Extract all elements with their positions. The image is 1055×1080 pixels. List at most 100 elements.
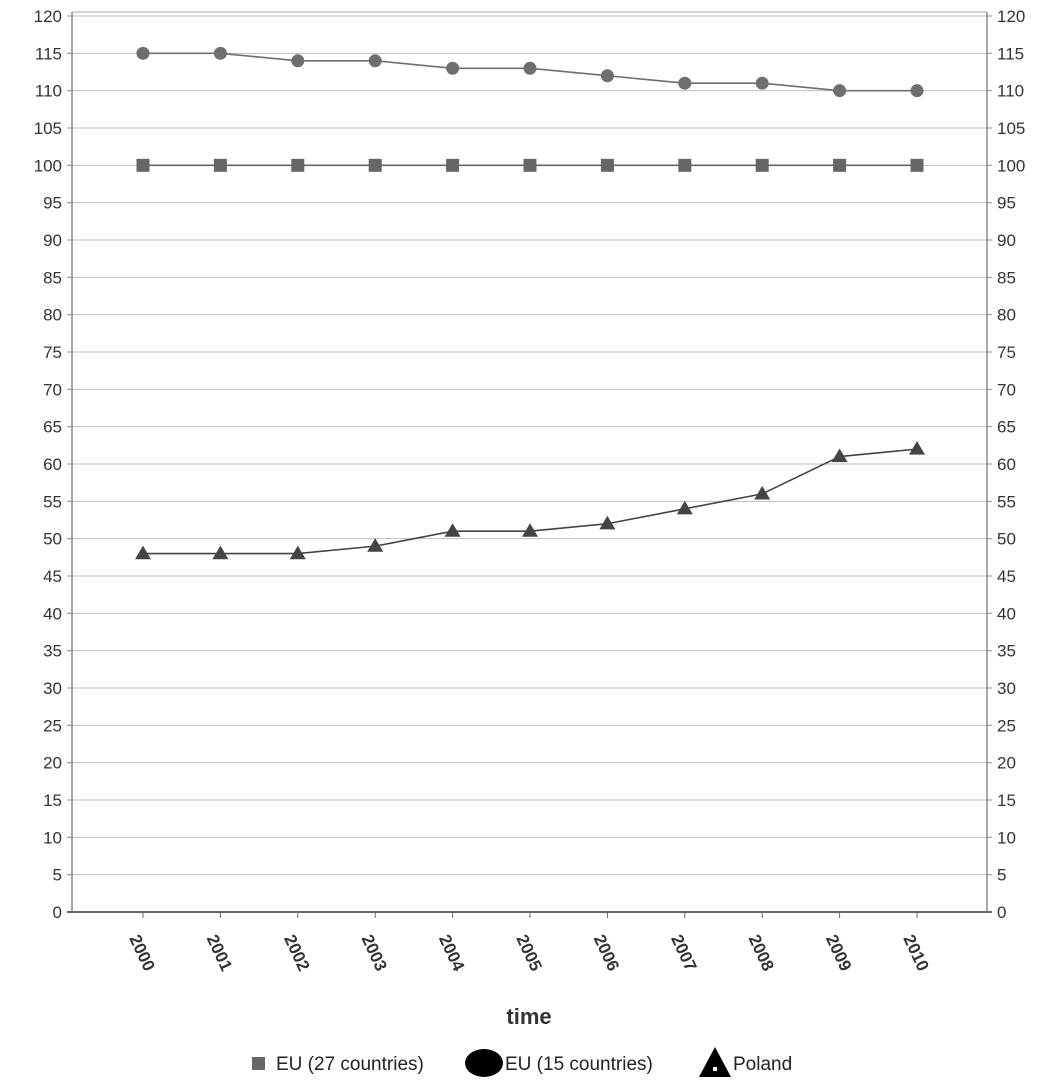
- data-point-triangle: [212, 545, 229, 560]
- y-tick-label-left: 60: [43, 455, 62, 474]
- x-tick-label: 2002: [280, 932, 313, 974]
- y-tick-label-left: 115: [35, 44, 62, 63]
- y-tick-label-left: 95: [43, 194, 62, 213]
- y-tick-label-right: 10: [997, 828, 1016, 847]
- data-point-circle: [446, 61, 460, 75]
- data-point-square: [755, 158, 769, 172]
- y-tick-label-left: 90: [43, 231, 62, 250]
- y-tick-label-right: 90: [997, 231, 1016, 250]
- y-tick-label-right: 115: [997, 44, 1024, 63]
- data-point-square: [446, 158, 460, 172]
- y-tick-label-right: 85: [997, 268, 1016, 287]
- legend: EU (27 countries) EU (15 countries) Poland: [252, 1047, 792, 1077]
- y-tick-label-left: 5: [53, 866, 62, 885]
- data-point-triangle: [676, 500, 693, 515]
- series-3: [135, 441, 925, 560]
- data-point-square: [600, 158, 614, 172]
- data-point-triangle: [522, 523, 538, 537]
- data-point-square: [136, 158, 150, 172]
- y-tick-label-right: 105: [997, 119, 1025, 138]
- legend-item: Poland: [699, 1047, 792, 1077]
- y-tick-label-left: 75: [43, 343, 62, 362]
- data-point-circle: [678, 76, 692, 90]
- data-point-circle: [136, 46, 150, 60]
- x-tick-label: 2003: [358, 932, 391, 974]
- data-point-triangle: [367, 538, 384, 552]
- series-1: [136, 158, 924, 172]
- data-point-triangle: [754, 485, 771, 500]
- y-tick-label-left: 45: [43, 567, 62, 586]
- y-tick-label-left: 85: [43, 268, 62, 287]
- series-2: [136, 46, 924, 98]
- data-point-square: [213, 158, 227, 172]
- data-point-circle: [291, 54, 305, 68]
- series-group: [135, 46, 925, 560]
- data-point-triangle: [289, 545, 306, 560]
- y-tick-label-left: 70: [43, 380, 62, 399]
- data-point-circle: [755, 76, 769, 90]
- legend-circle-icon: [465, 1049, 503, 1077]
- data-point-square: [833, 158, 847, 172]
- x-tick-label: 2009: [822, 932, 855, 974]
- y-tick-label-left: 40: [43, 604, 62, 623]
- y-tick-label-right: 15: [997, 791, 1016, 810]
- data-point-triangle: [909, 441, 925, 455]
- y-tick-label-left: 50: [43, 530, 62, 549]
- data-point-triangle: [599, 515, 616, 530]
- y-tick-label-right: 70: [997, 380, 1016, 399]
- data-point-square: [523, 158, 537, 172]
- y-tick-label-left: 100: [34, 156, 62, 175]
- data-point-square: [678, 158, 692, 172]
- y-tick-label-right: 75: [997, 343, 1016, 362]
- legend-label: EU (27 countries): [276, 1054, 424, 1075]
- data-point-triangle: [831, 448, 848, 463]
- data-point-circle: [910, 84, 924, 98]
- data-point-circle: [523, 61, 537, 75]
- y-tick-label-left: 120: [34, 7, 62, 26]
- data-point-square: [910, 158, 924, 172]
- data-point-circle: [600, 69, 614, 83]
- y-tick-label-left: 65: [43, 418, 62, 437]
- data-point-triangle: [444, 523, 461, 537]
- legend-triangle-icon: [699, 1047, 731, 1077]
- data-point-triangle: [135, 545, 151, 560]
- y-tick-label-right: 120: [997, 7, 1025, 26]
- data-point-circle: [833, 84, 847, 98]
- x-tick-label: 2007: [667, 932, 700, 974]
- y-tick-label-right: 65: [997, 418, 1016, 437]
- y-tick-label-right: 35: [997, 642, 1016, 661]
- y-tick-label-left: 80: [43, 306, 62, 325]
- data-point-circle: [368, 54, 382, 68]
- x-tick-label: 2004: [435, 932, 468, 975]
- y-tick-label-right: 5: [997, 866, 1006, 885]
- y-tick-label-left: 25: [43, 716, 62, 735]
- data-point-square: [291, 158, 305, 172]
- legend-item: EU (27 countries): [252, 1054, 424, 1075]
- y-tick-label-left: 0: [53, 903, 62, 922]
- x-tick-label: 2000: [125, 932, 158, 974]
- y-tick-label-left: 20: [43, 754, 62, 773]
- x-tick-labels: 2000 2001 2002 2003 2004 2005 2006 2007 2008 2009…: [125, 912, 933, 975]
- y-tick-label-left: 105: [34, 119, 62, 138]
- data-point-square: [368, 158, 382, 172]
- x-tick-label: 2010: [899, 932, 932, 974]
- y-tick-label-right: 60: [997, 455, 1016, 474]
- y-tick-label-left: 15: [43, 791, 62, 810]
- x-tick-label: 2008: [745, 932, 778, 974]
- legend-triangle-dot: [713, 1067, 717, 1071]
- y-tick-label-right: 30: [997, 679, 1016, 698]
- y-tick-label-right: 25: [997, 716, 1016, 735]
- data-point-circle: [213, 46, 227, 60]
- legend-label: EU (15 countries): [505, 1054, 653, 1075]
- legend-item: EU (15 countries): [465, 1049, 653, 1077]
- y-tick-label-right: 40: [997, 604, 1016, 623]
- y-tick-label-right: 110: [997, 82, 1024, 101]
- gridlines: [72, 15, 987, 876]
- y-tick-label-left: 35: [43, 642, 62, 661]
- x-tick-label: 2006: [590, 932, 623, 974]
- y-tick-label-right: 50: [997, 530, 1016, 549]
- y-tick-label-right: 100: [997, 156, 1025, 175]
- y-tick-label-left: 10: [43, 828, 62, 847]
